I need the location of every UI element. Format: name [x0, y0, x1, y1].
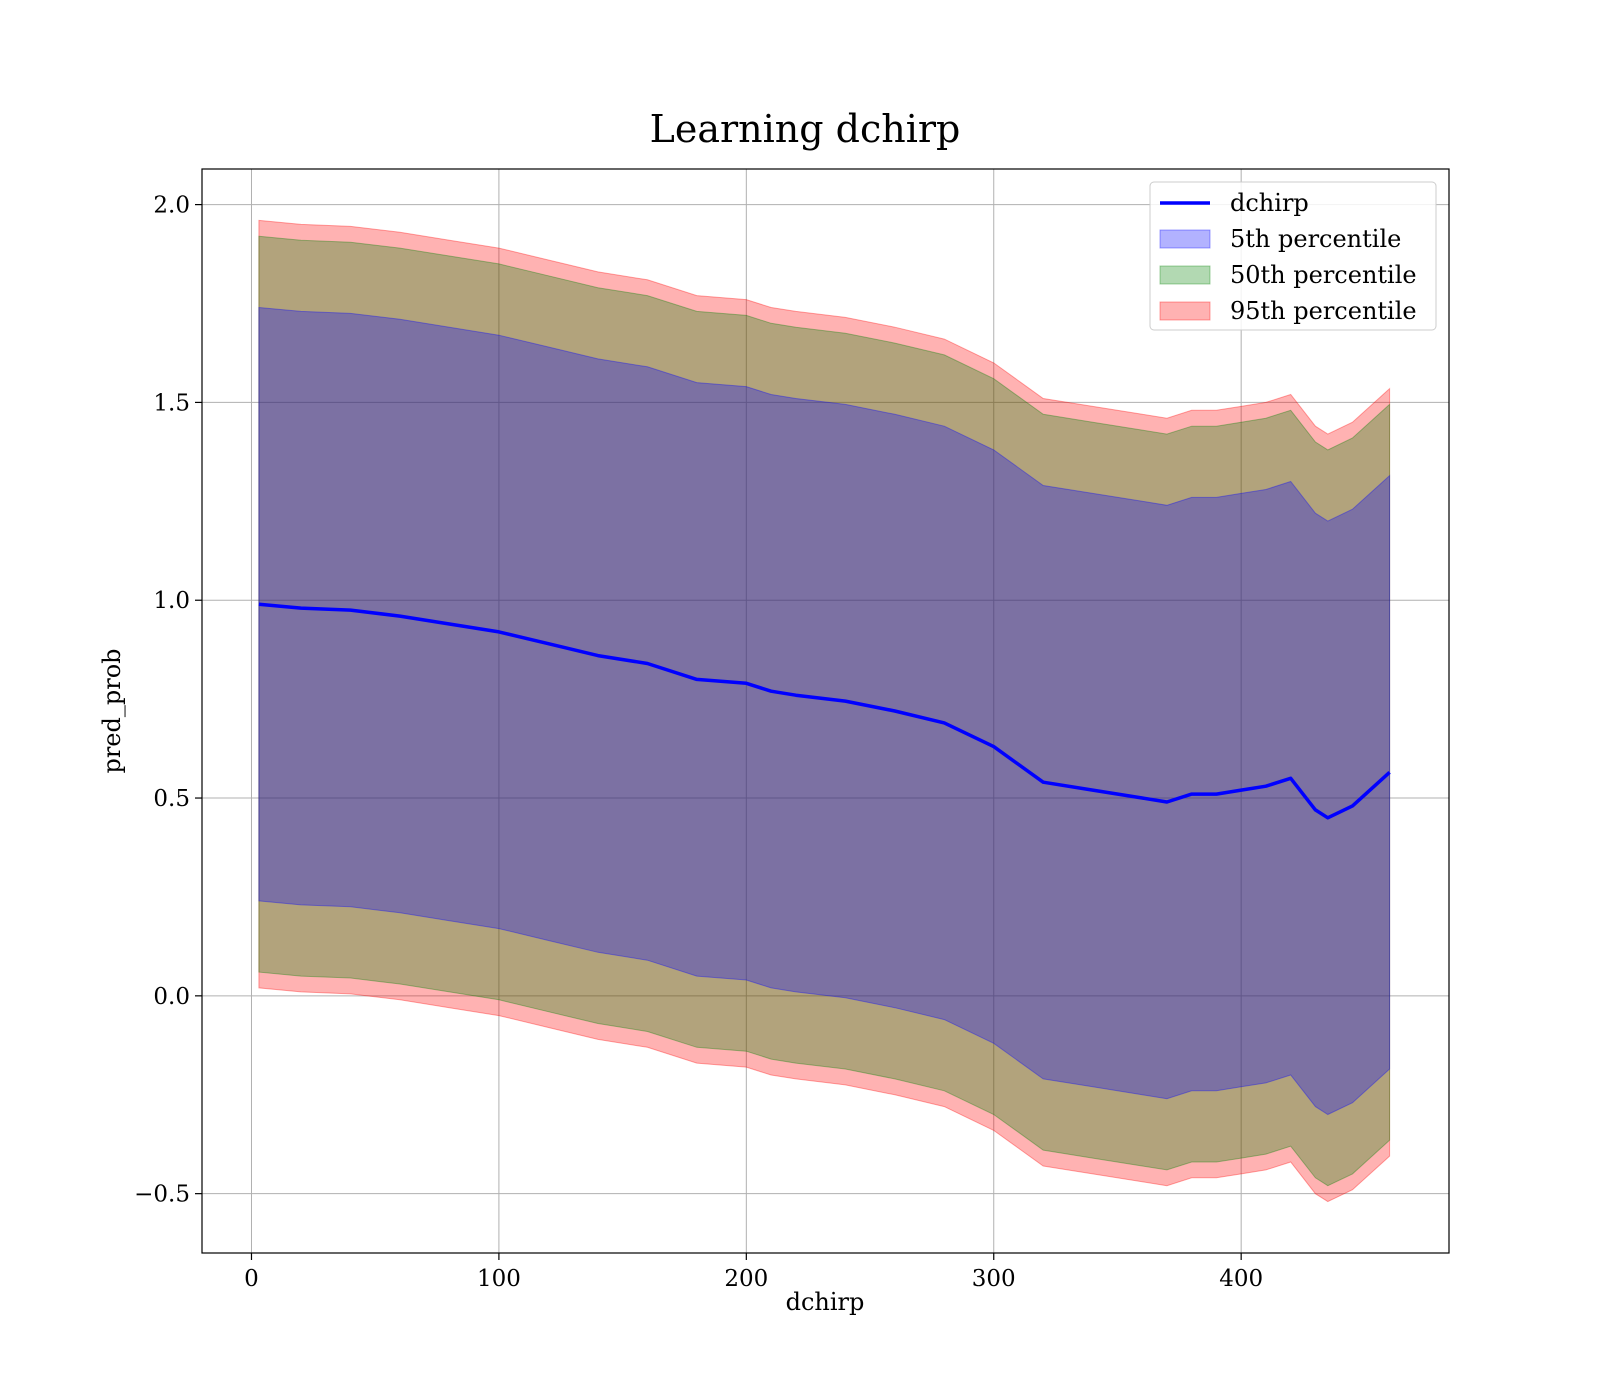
x-tick-label: 0: [244, 1266, 259, 1292]
y-tick-label: 1.5: [153, 390, 190, 416]
grid: [202, 169, 1449, 1253]
legend: dchirp 5th percentile 50th percentile 95th …: [1149, 181, 1437, 331]
x-tick-label: 100: [477, 1266, 521, 1292]
legend-label-50th-percentile: 50th percentile: [1230, 261, 1417, 289]
x-tick-label: 400: [1219, 1266, 1263, 1292]
series-lines: [258, 602, 1391, 820]
line-dchirp: [258, 602, 1391, 820]
y-tick-label: 0.5: [153, 786, 190, 812]
legend-swatch-95th-percentile: [1159, 301, 1211, 321]
percentile-bands: [258, 219, 1391, 1203]
y-axis-label: pred_prob: [98, 648, 126, 773]
band-5th-percentile: [258, 306, 1391, 1116]
plot-frame: [201, 168, 1450, 1254]
legend-swatch-5th-percentile: [1159, 229, 1211, 249]
legend-label-dchirp: dchirp: [1230, 189, 1309, 217]
y-tick-label: 0.0: [153, 984, 190, 1010]
y-tick-label: 1.0: [153, 588, 190, 614]
axis-ticks: 0 100 200 300 400 −0.5 0.0 0.5 1.0 1.5 2.0: [134, 193, 1263, 1292]
legend-swatch-50th-percentile: [1159, 265, 1211, 285]
band-50th-percentile: [258, 235, 1391, 1187]
x-tick-label: 300: [972, 1266, 1016, 1292]
legend-label-95th-percentile: 95th percentile: [1230, 297, 1417, 325]
legend-label-5th-percentile: 5th percentile: [1230, 225, 1401, 253]
legend-box: [1149, 181, 1437, 331]
y-tick-label: −0.5: [134, 1182, 190, 1208]
x-axis-label: dchirp: [786, 1288, 865, 1316]
chart-title: Learning dchirp: [650, 107, 961, 151]
y-tick-label: 2.0: [153, 193, 190, 219]
x-tick-label: 200: [724, 1266, 768, 1292]
band-95th-percentile: [258, 219, 1391, 1203]
